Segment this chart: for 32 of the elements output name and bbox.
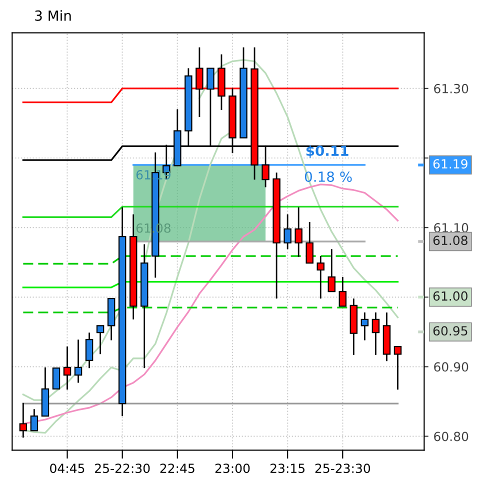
x-tick-label: 22:45 — [160, 464, 194, 474]
ref-line-label: 61.00 — [433, 291, 468, 301]
ref-line-label: 60.95 — [433, 326, 468, 336]
annotation: $0.11 — [306, 145, 348, 158]
candlestick — [52, 368, 60, 390]
candlestick — [19, 402, 28, 438]
candlestick — [294, 206, 302, 258]
x-tick-label: 23:15 — [270, 464, 304, 474]
ref-line-label: 61.08 — [433, 236, 468, 246]
candlestick — [74, 338, 82, 384]
x-tick-label: 23:00 — [215, 464, 250, 474]
x-tick-label: 25-22:30 — [95, 464, 150, 474]
candlestick — [63, 346, 72, 390]
candlestick — [30, 408, 38, 432]
candlestick — [394, 346, 402, 390]
candlestick — [360, 312, 369, 341]
annotation: 0.18 % — [304, 171, 352, 182]
y-tick-label: 60.80 — [434, 432, 468, 442]
candlestick — [284, 214, 292, 250]
y-tick-label: 60.90 — [434, 362, 468, 372]
y-tick-label: 61.30 — [434, 84, 468, 94]
x-tick-label: 04:45 — [50, 464, 84, 474]
candlestick — [328, 248, 336, 292]
candlestick — [96, 324, 104, 355]
candlestick — [85, 332, 94, 369]
candlestick — [306, 221, 314, 264]
chart-title: 3 Min — [35, 10, 71, 21]
x-tick-label: 25-23:30 — [315, 464, 370, 474]
candlestick — [338, 276, 347, 307]
candlestick — [316, 255, 324, 300]
ref-line-label: 61.19 — [433, 159, 468, 169]
candlestick — [372, 312, 380, 356]
